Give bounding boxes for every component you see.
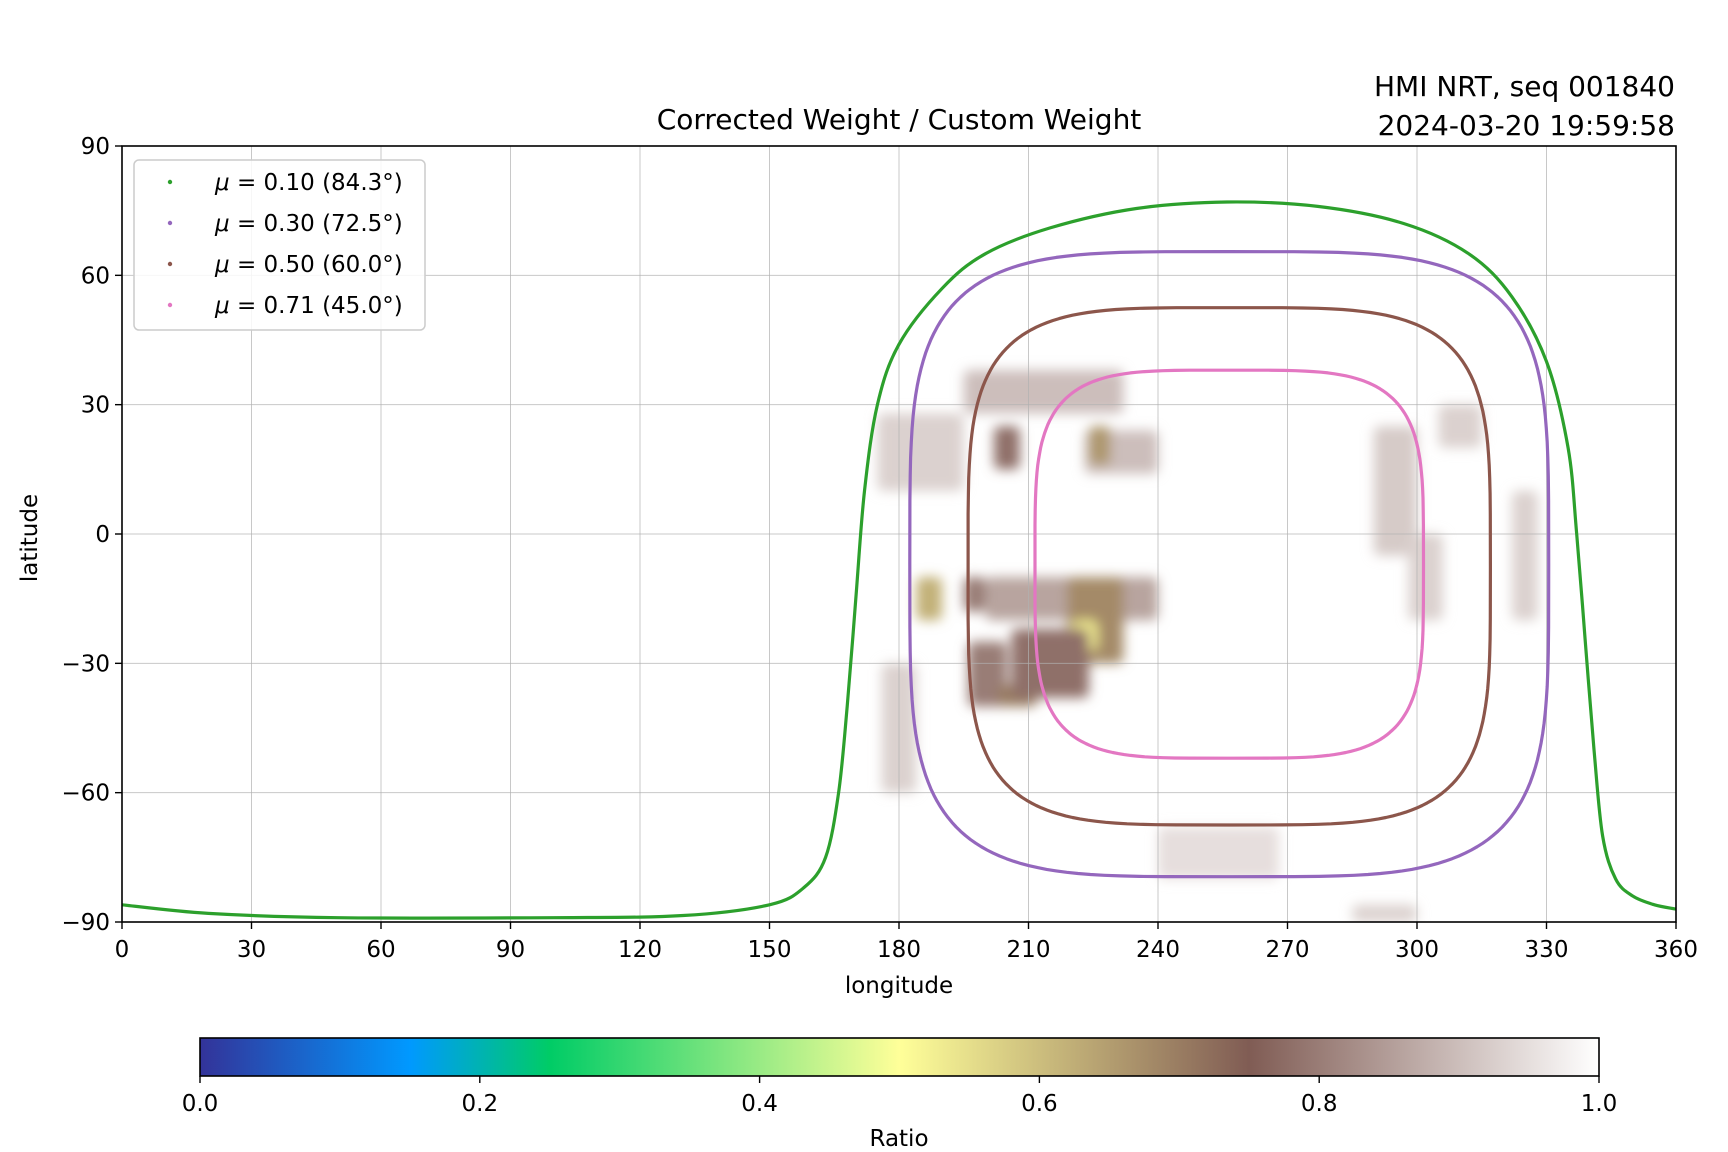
colorbar-label: Ratio — [869, 1126, 928, 1152]
legend-angle: (45.0°) — [315, 293, 403, 319]
x-tick-label: 360 — [1654, 937, 1698, 963]
y-tick-label: 90 — [81, 134, 110, 160]
y-tick-label: −90 — [61, 910, 110, 936]
y-tick-label: 0 — [95, 522, 110, 548]
y-tick-label: 60 — [81, 263, 110, 289]
heat-patch — [993, 426, 1020, 470]
legend-entry: μ = 0.10 (84.3°) — [167, 170, 403, 196]
heat-patch — [1511, 490, 1538, 621]
x-tick-label: 60 — [366, 937, 395, 963]
x-tick-label: 240 — [1136, 937, 1180, 963]
x-tick-label: 330 — [1525, 937, 1569, 963]
y-tick-label: 30 — [81, 393, 110, 419]
heatmap-layer — [877, 370, 1538, 922]
y-tick-label: −60 — [61, 781, 110, 807]
contour-mu-0.50 — [966, 306, 1492, 827]
colorbar-tick-label: 0.8 — [1301, 1091, 1338, 1117]
legend-label: μ = 0.71 (45.0°) — [214, 293, 403, 319]
x-tick-label: 30 — [237, 937, 266, 963]
legend-entry: μ = 0.30 (72.5°) — [167, 211, 403, 237]
colorbar-bar — [199, 1037, 1600, 1077]
x-tick-label: 150 — [748, 937, 792, 963]
heat-patch — [1438, 404, 1482, 448]
legend-mu-value: 0.71 — [264, 293, 315, 319]
colorbar-tick-label: 0.0 — [182, 1091, 219, 1117]
legend-marker — [167, 302, 173, 308]
heat-patch — [1158, 827, 1279, 879]
contour-lines — [122, 200, 1676, 920]
colorbar-tick-label: 0.6 — [1021, 1091, 1058, 1117]
x-tick-label: 120 — [618, 937, 662, 963]
x-tick-label: 180 — [877, 937, 921, 963]
y-axis-label: latitude — [17, 494, 43, 582]
legend-entry: μ = 0.50 (60.0°) — [167, 252, 403, 278]
chart-title: Corrected Weight / Custom Weight — [657, 103, 1142, 136]
legend-label: μ = 0.50 (60.0°) — [214, 252, 403, 278]
colorbar-ticks: 0.0 0.2 0.4 0.6 0.8 1.0 — [182, 1076, 1618, 1117]
x-axis-label: longitude — [845, 973, 953, 999]
legend-angle: (60.0°) — [315, 252, 403, 278]
x-tick-label: 210 — [1007, 937, 1051, 963]
contour-mu-0.30 — [908, 250, 1551, 879]
x-axis-ticks: 0 30 60 90 120 150 180 210 240 270 300 330 360 — [115, 922, 1698, 963]
legend-marker — [167, 261, 173, 267]
legend-angle: (84.3°) — [315, 170, 403, 196]
heat-patch — [1352, 904, 1417, 922]
heat-patch — [1408, 534, 1443, 621]
corner-info-line-2: 2024-03-20 19:59:58 — [1378, 109, 1675, 142]
x-tick-label: 0 — [115, 937, 130, 963]
legend-mu-value: 0.30 — [264, 211, 315, 237]
heat-patch — [877, 413, 964, 491]
heat-patch — [916, 577, 943, 621]
colorbar-tick-label: 0.2 — [462, 1091, 499, 1117]
colorbar: 0.0 0.2 0.4 0.6 0.8 1.0 Ratio — [182, 1037, 1618, 1152]
legend-entry: μ = 0.71 (45.0°) — [167, 293, 403, 319]
legend-mu-value: 0.50 — [264, 252, 315, 278]
x-tick-label: 90 — [496, 937, 525, 963]
contour-mu-0.71 — [1033, 368, 1426, 760]
legend-marker — [167, 220, 173, 226]
corner-info-line-1: HMI NRT, seq 001840 — [1374, 70, 1675, 103]
heat-patch — [968, 641, 1007, 707]
heat-patch — [1373, 426, 1417, 556]
heat-patch — [963, 370, 1124, 414]
legend-marker — [167, 179, 173, 185]
y-axis-ticks: 90 60 30 0 −30 −60 −90 — [61, 134, 122, 936]
legend: μ = 0.10 (84.3°) μ = 0.30 (72.5°) μ = 0.50… — [133, 159, 426, 331]
legend-frame — [133, 159, 426, 331]
x-tick-label: 270 — [1266, 937, 1310, 963]
legend-label: μ = 0.30 (72.5°) — [214, 211, 403, 237]
colorbar-tick-label: 1.0 — [1581, 1091, 1618, 1117]
contour-mu-0.10 — [122, 200, 1676, 920]
legend-angle: (72.5°) — [315, 211, 403, 237]
y-tick-label: −30 — [61, 651, 110, 677]
colorbar-tick-label: 0.4 — [741, 1091, 778, 1117]
heat-patch — [1088, 426, 1111, 466]
x-tick-label: 300 — [1395, 937, 1439, 963]
legend-label: μ = 0.10 (84.3°) — [214, 170, 403, 196]
legend-mu-value: 0.10 — [264, 170, 315, 196]
